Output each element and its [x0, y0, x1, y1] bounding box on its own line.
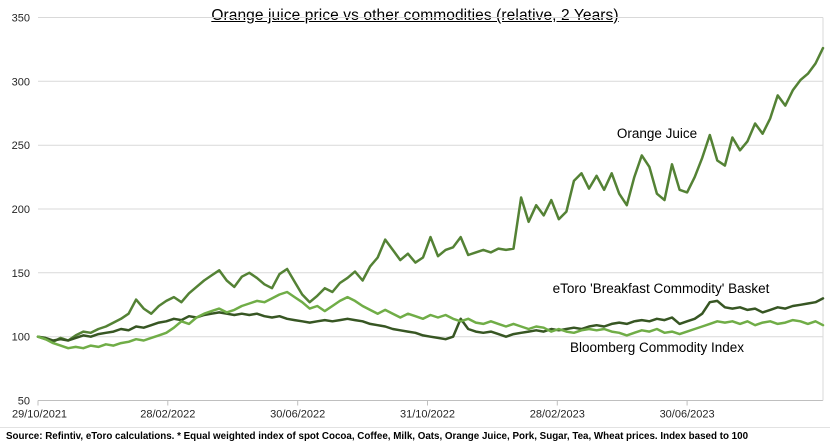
x-axis-label-1: 28/02/2022 — [140, 409, 195, 421]
series-label-bloomberg-commodity-index: Bloomberg Commodity Index — [570, 340, 744, 355]
x-axis-label-2: 30/06/2022 — [270, 409, 325, 421]
series-line-orange-juice — [36, 46, 825, 344]
source-note: Source: Refintiv, eToro calculations. * … — [6, 431, 749, 442]
chart-bottom-border — [0, 427, 830, 428]
y-axis-label-250: 250 — [12, 140, 30, 152]
x-axis-label-4: 28/02/2023 — [530, 409, 585, 421]
y-axis-label-150: 150 — [12, 268, 30, 280]
x-axis-label-0: 29/10/2021 — [12, 409, 67, 421]
x-axis-label-5: 30/06/2023 — [660, 409, 715, 421]
series-line-etoro-breakfast-commodity-basket — [36, 297, 825, 342]
chart-title: Orange juice price vs other commodities … — [211, 7, 619, 24]
series-label-orange-juice: Orange Juice — [617, 126, 697, 141]
y-axis-label-300: 300 — [12, 76, 30, 88]
series-line-bloomberg-commodity-index — [36, 290, 825, 350]
y-axis-label-350: 350 — [12, 13, 30, 25]
series-label-etoro-breakfast-commodity-basket: eToro 'Breakfast Commodity' Basket — [553, 281, 770, 296]
y-axis-label-100: 100 — [12, 332, 30, 344]
y-axis-label-50: 50 — [18, 396, 30, 408]
x-axis-label-3: 31/10/2022 — [400, 409, 455, 421]
y-axis-label-200: 200 — [12, 204, 30, 216]
